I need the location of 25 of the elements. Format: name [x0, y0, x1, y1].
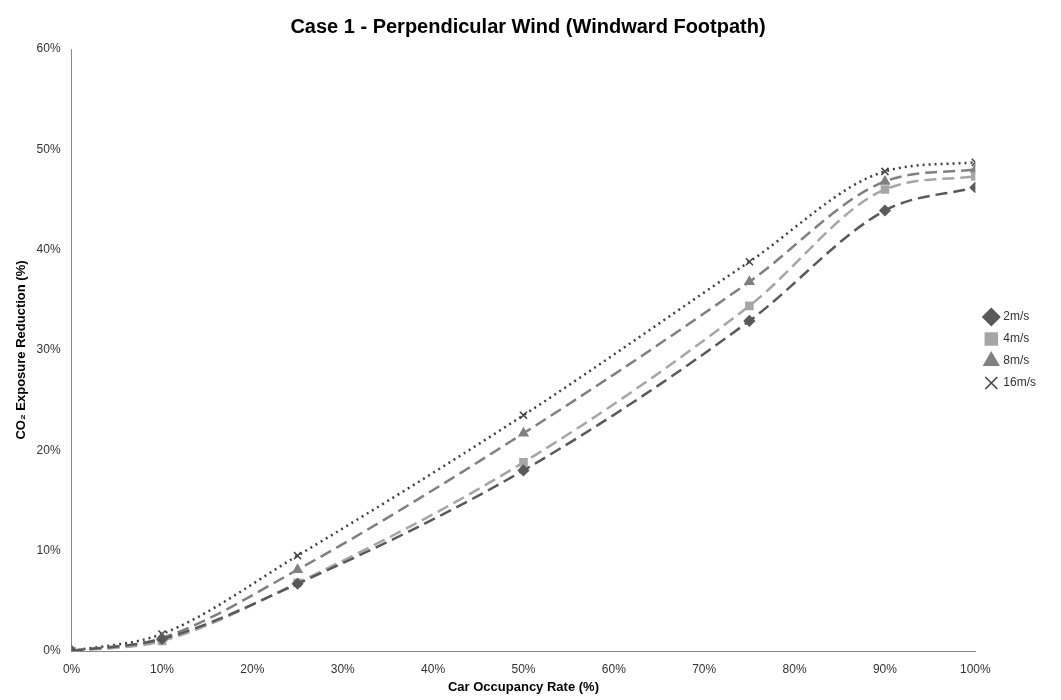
x-tick-label: 0% [62, 661, 81, 676]
y-tick-label: 0% [43, 643, 61, 658]
legend-label: 8m/s [1003, 353, 1030, 368]
x-tick-label: 50% [511, 661, 536, 676]
y-tick-label: 30% [36, 342, 61, 357]
y-axis-title: CO₂ Exposure Reduction (%) [13, 260, 29, 440]
y-tick-label: 40% [36, 241, 61, 256]
chart-title: Case 1 - Perpendicular Wind (Windward Footpath) [290, 14, 766, 37]
y-tick-label: 50% [36, 141, 61, 156]
legend-label: 2m/s [1003, 309, 1030, 324]
x-tick-label: 40% [421, 661, 446, 676]
legend-label: 16m/s [1003, 375, 1037, 390]
x-tick-label: 70% [692, 661, 717, 676]
x-tick-label: 80% [782, 661, 807, 676]
legend-label: 4m/s [1003, 331, 1030, 346]
x-tick-label: 20% [240, 661, 265, 676]
y-tick-label: 20% [36, 442, 61, 457]
x-tick-label: 10% [149, 661, 175, 676]
x-axis-title: Car Occupancy Rate (%) [447, 678, 599, 694]
x-tick-label: 30% [330, 661, 356, 676]
x-tick-label: 100% [959, 661, 991, 676]
x-tick-label: 60% [601, 661, 627, 676]
x-tick-label: 90% [872, 661, 898, 676]
y-tick-label: 60% [36, 41, 61, 56]
y-tick-label: 10% [36, 542, 61, 557]
